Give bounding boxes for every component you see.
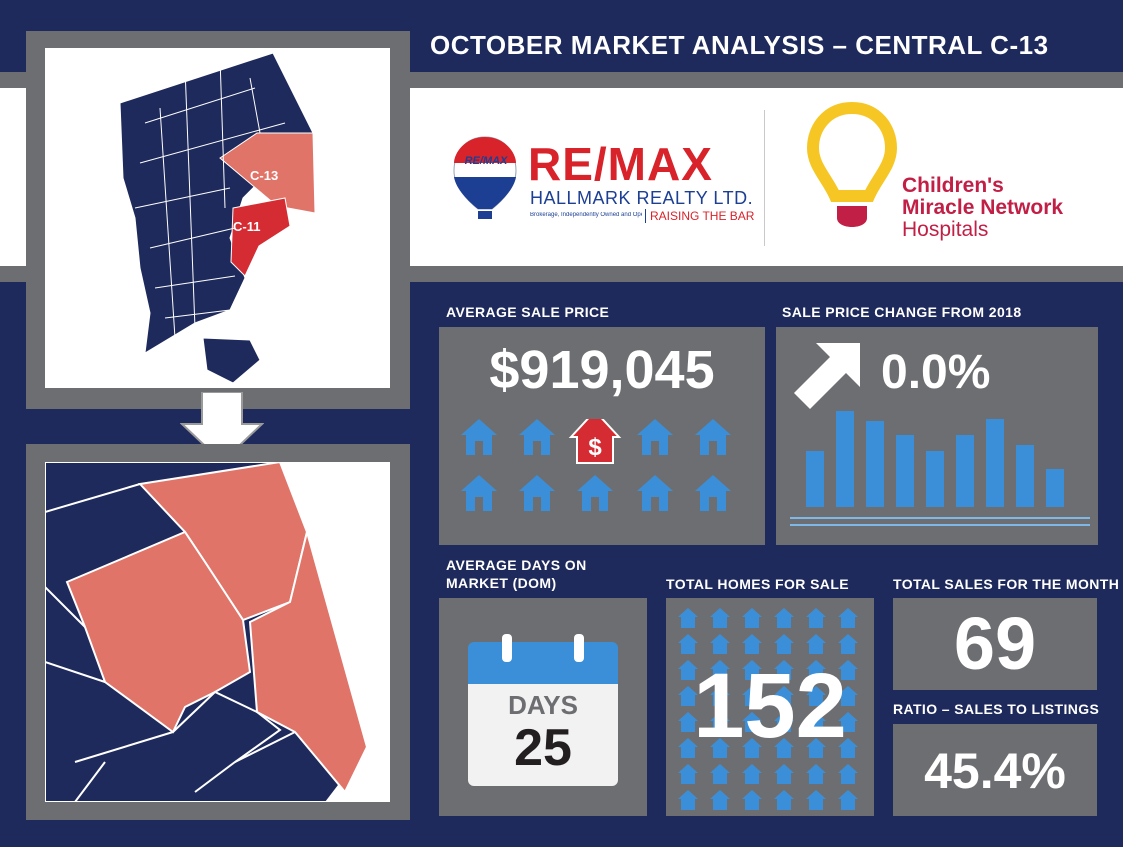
total-sales-panel: 69 <box>893 598 1097 690</box>
dom-label-line1: AVERAGE DAYS ON <box>446 557 587 573</box>
price-change-panel: 0.0% <box>776 327 1098 545</box>
avg-sale-price-panel: $919,045 $ <box>439 327 765 545</box>
down-arrow-icon <box>179 391 265 464</box>
homes-for-sale-label: TOTAL HOMES FOR SALE <box>666 576 850 592</box>
calendar-icon: DAYS 25 <box>468 634 618 786</box>
svg-text:$: $ <box>588 434 602 461</box>
total-sales-label: TOTAL SALES FOR THE MONTH <box>893 576 1120 592</box>
arrow-up-right-icon <box>794 343 860 409</box>
detail-map <box>45 462 390 802</box>
price-change-label: SALE PRICE CHANGE FROM 2018 <box>782 304 1022 320</box>
remax-balloon-text: RE/MAX <box>464 155 508 167</box>
cmn-line2: Miracle Network <box>902 196 1064 219</box>
house-grid-small-icon <box>676 606 866 810</box>
homes-for-sale-panel: 152 <box>666 598 874 816</box>
house-grid-icon: $ <box>461 419 731 511</box>
ratio-label: RATIO – SALES TO LISTINGS <box>893 701 1100 717</box>
dollar-house-icon: $ <box>568 419 622 464</box>
toronto-map: C-13 C-11 <box>45 48 390 388</box>
cmn-line3: Hospitals <box>902 218 989 241</box>
dom-label-line2: MARKET (DOM) <box>446 575 557 591</box>
avg-sale-price-label: AVERAGE SALE PRICE <box>446 304 610 320</box>
logo-divider <box>764 110 765 246</box>
bar-graphic <box>790 411 1090 526</box>
cmn-line1: Children's <box>902 174 1004 197</box>
total-sales-value: 69 <box>953 602 1037 685</box>
price-change-value: 0.0% <box>881 346 991 399</box>
remax-fineprint: Brokerage, Independently Owned and Opera… <box>530 212 642 218</box>
page-title: OCTOBER MARKET ANALYSIS – CENTRAL C-13 <box>430 30 1049 60</box>
remax-company-name: HALLMARK REALTY LTD. <box>530 188 754 208</box>
map-label-c13: C-13 <box>250 168 278 183</box>
map-label-c11: C-11 <box>233 219 260 234</box>
avg-sale-price-value: $919,045 <box>489 340 715 400</box>
ratio-value: 45.4% <box>924 743 1066 799</box>
lightbulb-icon <box>805 100 900 245</box>
remax-wordmark: RE/MAX <box>528 138 713 190</box>
remax-tagline: RAISING THE BAR <box>645 209 754 223</box>
days-label: DAYS <box>508 690 578 720</box>
dom-value: 25 <box>514 719 572 777</box>
ratio-panel: 45.4% <box>893 724 1097 816</box>
homes-for-sale-value: 152 <box>693 655 847 757</box>
dom-panel: DAYS 25 <box>439 598 647 816</box>
remax-balloon-icon: RE/MAX <box>450 135 520 225</box>
